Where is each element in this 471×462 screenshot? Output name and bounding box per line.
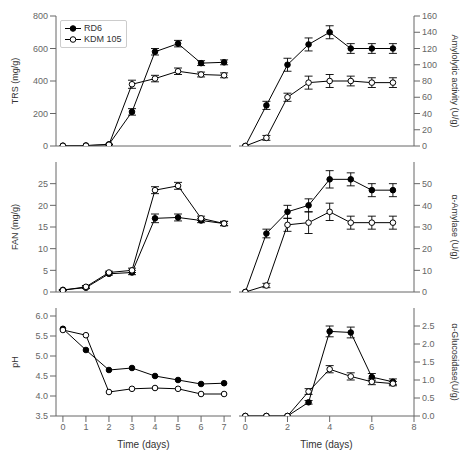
svg-text:25: 25 bbox=[38, 179, 48, 189]
svg-text:0: 0 bbox=[422, 287, 427, 297]
svg-text:120: 120 bbox=[422, 44, 437, 54]
svg-text:10: 10 bbox=[422, 266, 432, 276]
svg-text:4.5: 4.5 bbox=[35, 371, 48, 381]
svg-text:10: 10 bbox=[38, 244, 48, 254]
svg-text:0: 0 bbox=[243, 422, 248, 432]
svg-text:400: 400 bbox=[33, 76, 48, 86]
svg-text:0: 0 bbox=[60, 422, 65, 432]
svg-text:600: 600 bbox=[33, 44, 48, 54]
svg-text:140: 140 bbox=[422, 27, 437, 37]
svg-text:5.5: 5.5 bbox=[35, 331, 48, 341]
svg-text:200: 200 bbox=[33, 109, 48, 119]
svg-text:0: 0 bbox=[43, 287, 48, 297]
svg-text:FAN (mg/g): FAN (mg/g) bbox=[10, 204, 20, 250]
svg-text:100: 100 bbox=[422, 60, 437, 70]
html-text:KDM 105: KDM 105 bbox=[84, 34, 122, 44]
svg-text:0: 0 bbox=[422, 141, 427, 151]
svg-text:1.0: 1.0 bbox=[422, 375, 435, 385]
svg-text:6: 6 bbox=[369, 422, 374, 432]
svg-text:Time (days): Time (days) bbox=[117, 439, 169, 450]
svg-text:4.0: 4.0 bbox=[35, 391, 48, 401]
svg-text:2: 2 bbox=[285, 422, 290, 432]
svg-text:5: 5 bbox=[176, 422, 181, 432]
svg-text:1.5: 1.5 bbox=[422, 357, 435, 367]
svg-text:60: 60 bbox=[422, 92, 432, 102]
svg-text:5.0: 5.0 bbox=[35, 351, 48, 361]
svg-text:4: 4 bbox=[327, 422, 332, 432]
svg-text:2.5: 2.5 bbox=[422, 321, 435, 331]
svg-text:0.0: 0.0 bbox=[422, 411, 435, 421]
svg-text:4: 4 bbox=[153, 422, 158, 432]
svg-text:80: 80 bbox=[422, 76, 432, 86]
svg-text:20: 20 bbox=[38, 201, 48, 211]
svg-text:7: 7 bbox=[222, 422, 227, 432]
html-text:RD6: RD6 bbox=[84, 23, 102, 33]
svg-text:1: 1 bbox=[83, 422, 88, 432]
svg-text:pH: pH bbox=[10, 356, 20, 368]
svg-text:2.0: 2.0 bbox=[422, 339, 435, 349]
svg-text:0.5: 0.5 bbox=[422, 393, 435, 403]
svg-text:5: 5 bbox=[43, 266, 48, 276]
svg-text:20: 20 bbox=[422, 125, 432, 135]
svg-text:30: 30 bbox=[422, 222, 432, 232]
svg-text:15: 15 bbox=[38, 222, 48, 232]
svg-text:160: 160 bbox=[422, 11, 437, 21]
svg-text:40: 40 bbox=[422, 109, 432, 119]
svg-text:3: 3 bbox=[129, 422, 134, 432]
svg-text:α-Glucosidase(U/g): α-Glucosidase(U/g) bbox=[450, 323, 460, 401]
svg-text:TRS (mg/g): TRS (mg/g) bbox=[10, 58, 20, 105]
svg-text:6: 6 bbox=[199, 422, 204, 432]
svg-text:8: 8 bbox=[411, 422, 416, 432]
svg-text:Time (days): Time (days) bbox=[300, 439, 352, 450]
svg-text:α-Amylase (U/g): α-Amylase (U/g) bbox=[450, 194, 460, 259]
svg-text:40: 40 bbox=[422, 201, 432, 211]
svg-text:50: 50 bbox=[422, 179, 432, 189]
svg-text:0: 0 bbox=[43, 141, 48, 151]
svg-text:800: 800 bbox=[33, 11, 48, 21]
svg-text:Amylolytic activity (U/g): Amylolytic activity (U/g) bbox=[450, 34, 460, 127]
svg-text:6.0: 6.0 bbox=[35, 311, 48, 321]
svg-text:2: 2 bbox=[106, 422, 111, 432]
svg-text:3.5: 3.5 bbox=[35, 411, 48, 421]
svg-text:20: 20 bbox=[422, 244, 432, 254]
